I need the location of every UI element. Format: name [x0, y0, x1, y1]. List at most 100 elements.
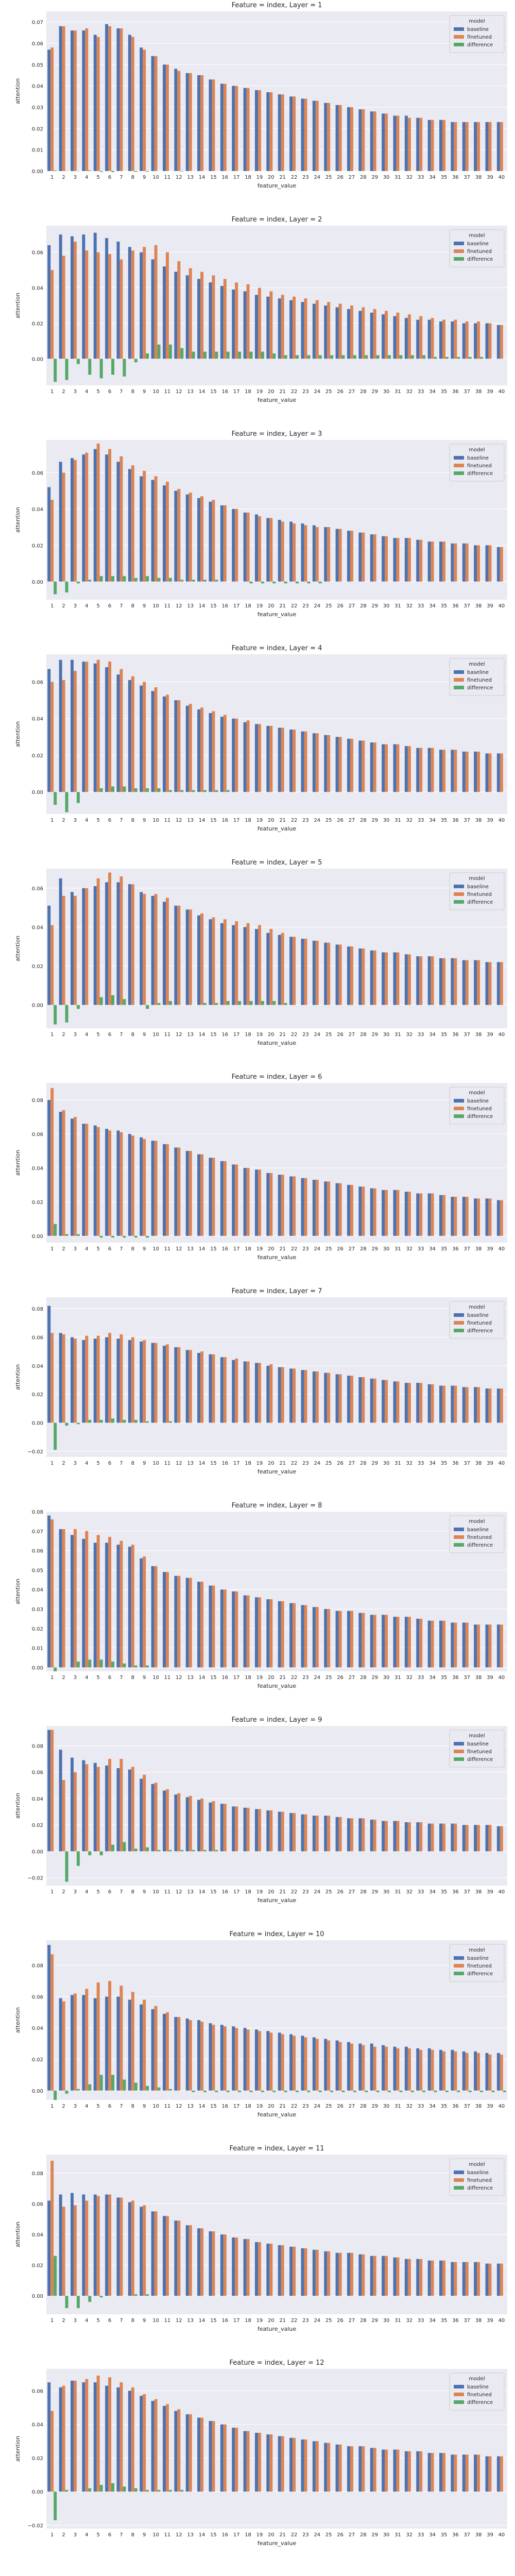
- bar-baseline[interactable]: [105, 2194, 109, 2296]
- bar-finetuned[interactable]: [431, 120, 434, 171]
- bar-baseline[interactable]: [301, 98, 304, 171]
- bar-baseline[interactable]: [324, 527, 328, 582]
- bar-finetuned[interactable]: [165, 2216, 169, 2296]
- bar-baseline[interactable]: [427, 1193, 431, 1236]
- bar-finetuned[interactable]: [396, 1821, 400, 1852]
- bar-finetuned[interactable]: [131, 465, 134, 582]
- bar-finetuned[interactable]: [235, 718, 238, 792]
- bar-baseline[interactable]: [116, 28, 120, 171]
- bar-finetuned[interactable]: [188, 2020, 192, 2091]
- bar-finetuned[interactable]: [165, 2012, 169, 2091]
- bar-baseline[interactable]: [197, 709, 201, 792]
- bar-baseline[interactable]: [59, 234, 62, 359]
- bar-difference[interactable]: [65, 2489, 68, 2492]
- bar-baseline[interactable]: [82, 1760, 85, 1852]
- bar-finetuned[interactable]: [362, 1818, 365, 1852]
- bar-finetuned[interactable]: [62, 1780, 65, 1852]
- bar-finetuned[interactable]: [85, 888, 89, 1005]
- bar-difference[interactable]: [88, 359, 92, 375]
- bar-difference[interactable]: [146, 1005, 149, 1009]
- bar-finetuned[interactable]: [165, 1789, 169, 1852]
- bar-finetuned[interactable]: [85, 662, 89, 792]
- bar-finetuned[interactable]: [212, 917, 215, 1005]
- bar-finetuned[interactable]: [223, 1589, 227, 1668]
- bar-baseline[interactable]: [197, 1154, 201, 1236]
- bar-finetuned[interactable]: [177, 71, 181, 171]
- bar-finetuned[interactable]: [143, 2394, 146, 2492]
- bar-finetuned[interactable]: [119, 669, 123, 792]
- bar-finetuned[interactable]: [293, 296, 296, 359]
- bar-finetuned[interactable]: [154, 2399, 158, 2492]
- bar-baseline[interactable]: [439, 958, 442, 1005]
- bar-baseline[interactable]: [382, 314, 385, 359]
- bar-finetuned[interactable]: [362, 2045, 365, 2091]
- bar-baseline[interactable]: [289, 521, 293, 582]
- bar-finetuned[interactable]: [373, 1378, 376, 1423]
- bar-finetuned[interactable]: [419, 956, 423, 1005]
- bar-baseline[interactable]: [59, 1529, 62, 1668]
- bar-baseline[interactable]: [427, 1823, 431, 1852]
- bar-finetuned[interactable]: [338, 944, 342, 1005]
- bar-difference[interactable]: [215, 1850, 218, 1852]
- bar-finetuned[interactable]: [500, 2456, 503, 2492]
- bar-baseline[interactable]: [254, 1809, 258, 1852]
- bar-difference[interactable]: [192, 1850, 195, 1852]
- bar-finetuned[interactable]: [304, 1370, 307, 1423]
- bar-baseline[interactable]: [347, 1611, 350, 1668]
- bar-finetuned[interactable]: [442, 1385, 445, 1423]
- bar-finetuned[interactable]: [269, 2434, 273, 2492]
- bar-baseline[interactable]: [243, 1361, 247, 1423]
- bar-baseline[interactable]: [174, 272, 178, 359]
- bar-finetuned[interactable]: [281, 1367, 284, 1423]
- bar-baseline[interactable]: [243, 1595, 247, 1668]
- bar-difference[interactable]: [480, 2090, 484, 2092]
- bar-finetuned[interactable]: [281, 2245, 284, 2296]
- bar-difference[interactable]: [215, 351, 218, 359]
- bar-finetuned[interactable]: [108, 2377, 112, 2492]
- bar-finetuned[interactable]: [223, 279, 227, 359]
- bar-finetuned[interactable]: [338, 303, 342, 359]
- bar-finetuned[interactable]: [293, 730, 296, 792]
- bar-difference[interactable]: [146, 788, 149, 792]
- bar-finetuned[interactable]: [454, 2454, 457, 2492]
- bar-baseline[interactable]: [427, 2453, 431, 2492]
- bar-finetuned[interactable]: [177, 700, 181, 792]
- bar-finetuned[interactable]: [350, 1818, 353, 1852]
- bar-difference[interactable]: [318, 581, 322, 584]
- bar-baseline[interactable]: [232, 925, 235, 1005]
- bar-difference[interactable]: [99, 576, 103, 582]
- bar-baseline[interactable]: [358, 1613, 362, 1668]
- bar-difference[interactable]: [261, 1001, 264, 1005]
- bar-finetuned[interactable]: [431, 1620, 434, 1668]
- bar-difference[interactable]: [99, 1420, 103, 1423]
- bar-difference[interactable]: [134, 2082, 138, 2091]
- bar-finetuned[interactable]: [327, 2040, 331, 2091]
- bar-finetuned[interactable]: [223, 83, 227, 171]
- bar-difference[interactable]: [480, 357, 484, 359]
- bar-difference[interactable]: [261, 2090, 264, 2092]
- bar-baseline[interactable]: [382, 536, 385, 582]
- bar-finetuned[interactable]: [212, 1158, 215, 1236]
- bar-baseline[interactable]: [358, 2446, 362, 2492]
- bar-finetuned[interactable]: [407, 2048, 411, 2091]
- bar-finetuned[interactable]: [165, 482, 169, 582]
- bar-baseline[interactable]: [47, 905, 51, 1005]
- bar-baseline[interactable]: [185, 73, 189, 171]
- bar-finetuned[interactable]: [269, 2243, 273, 2296]
- bar-finetuned[interactable]: [62, 26, 65, 172]
- bar-baseline[interactable]: [485, 2456, 489, 2492]
- bar-finetuned[interactable]: [293, 2437, 296, 2492]
- bar-finetuned[interactable]: [465, 543, 469, 582]
- bar-baseline[interactable]: [209, 79, 212, 171]
- bar-finetuned[interactable]: [235, 1591, 238, 1668]
- bar-baseline[interactable]: [451, 1823, 454, 1852]
- bar-difference[interactable]: [65, 1851, 68, 1882]
- bar-finetuned[interactable]: [246, 512, 250, 582]
- bar-baseline[interactable]: [185, 2225, 189, 2296]
- bar-baseline[interactable]: [370, 534, 373, 582]
- bar-difference[interactable]: [226, 351, 230, 359]
- bar-finetuned[interactable]: [258, 1363, 261, 1423]
- bar-baseline[interactable]: [324, 2251, 328, 2296]
- bar-baseline[interactable]: [301, 1814, 304, 1852]
- bar-finetuned[interactable]: [246, 284, 250, 359]
